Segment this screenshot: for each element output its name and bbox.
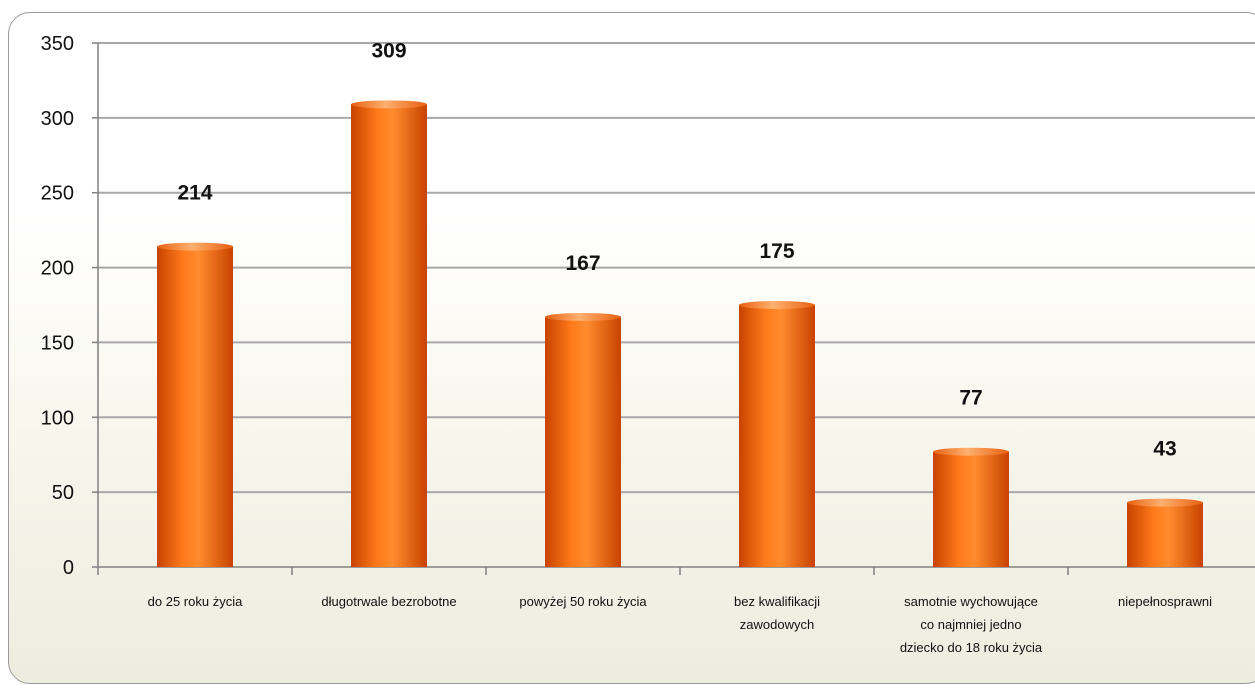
x-tick-label-0-line-0: do 25 roku życia xyxy=(148,594,243,609)
bar-top-0 xyxy=(157,242,233,251)
data-label-2: 167 xyxy=(565,252,600,275)
data-label-5: 43 xyxy=(1153,438,1176,461)
bar-1 xyxy=(351,104,427,567)
y-tick-label-350: 350 xyxy=(41,33,74,55)
bar-top-5 xyxy=(1127,498,1203,507)
x-tick-label-4-line-0: samotnie wychowujące xyxy=(904,594,1038,609)
x-tick-label-2-line-0: powyżej 50 roku życia xyxy=(519,594,647,609)
y-tick-label-300: 300 xyxy=(41,108,74,130)
y-tick-label-50: 50 xyxy=(52,482,74,504)
bar-top-4 xyxy=(933,447,1009,456)
bar-top-1 xyxy=(351,100,427,109)
y-tick-label-250: 250 xyxy=(41,183,74,205)
y-tick-label-0: 0 xyxy=(63,557,74,579)
bar-top-2 xyxy=(545,312,621,321)
x-tick-label-1-line-0: długotrwale bezrobotne xyxy=(321,594,456,609)
x-tick-label-4-line-2: dziecko do 18 roku życia xyxy=(900,640,1043,655)
bar-top-3 xyxy=(739,301,815,309)
data-label-4: 77 xyxy=(959,387,982,410)
x-tick-label-3-line-0: bez kwalifikacji xyxy=(734,594,820,609)
x-tick-label-3-line-1: zawodowych xyxy=(740,617,814,632)
bar-0 xyxy=(157,246,233,567)
x-tick-label-4-line-1: co najmniej jedno xyxy=(920,617,1021,632)
bar-4 xyxy=(933,451,1009,567)
bars xyxy=(157,100,1203,567)
bar-2 xyxy=(545,316,621,567)
y-tick-label-150: 150 xyxy=(41,332,74,354)
data-label-1: 309 xyxy=(371,39,406,62)
x-tick-label-5-line-0: niepełnosprawni xyxy=(1118,594,1212,609)
gridlines xyxy=(98,42,1255,494)
axes xyxy=(92,42,1255,575)
bar-5 xyxy=(1127,502,1203,567)
labels: 0 50 100 150 200 250 300 350 214 do 25 roku życia… xyxy=(41,33,1212,655)
y-tick-label-200: 200 xyxy=(41,258,74,280)
data-label-3: 175 xyxy=(759,240,794,263)
data-label-0: 214 xyxy=(177,182,212,205)
y-tick-label-100: 100 xyxy=(41,407,74,429)
bar-3 xyxy=(739,305,815,567)
